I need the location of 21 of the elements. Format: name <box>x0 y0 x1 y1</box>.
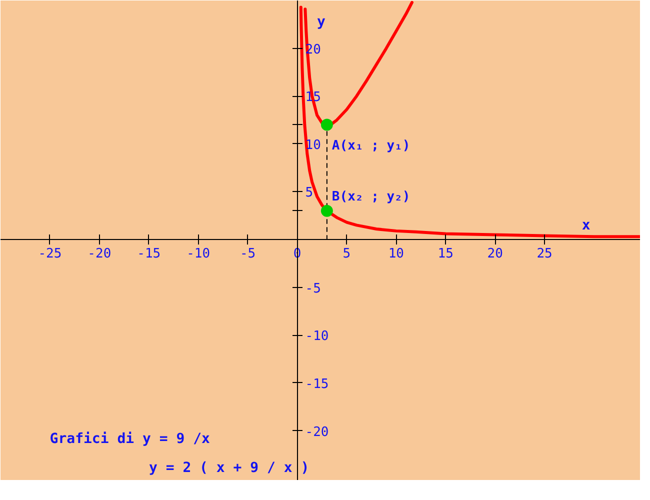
y-tick-label: -15 <box>305 376 329 392</box>
y-tick-label: -5 <box>305 281 321 296</box>
x-tick-label: -25 <box>38 246 62 262</box>
x-tick-label: 15 <box>438 246 454 262</box>
y-tick-label: -10 <box>305 329 329 344</box>
x-tick-label: 25 <box>536 246 552 262</box>
annotation: Grafici di y = 9 /x <box>50 431 210 448</box>
x-tick-label: 10 <box>388 246 404 262</box>
annotation: A(x₁ ; y₁) <box>332 138 410 154</box>
x-tick-label: -10 <box>186 246 210 262</box>
x-tick-label: 5 <box>342 246 351 262</box>
x-tick-label: -5 <box>240 246 256 262</box>
annotation: y = 2 ( x + 9 / x ) <box>148 460 310 476</box>
y-tick-label: 5 <box>305 186 314 201</box>
x-tick-label: -15 <box>137 246 161 262</box>
annotation: B(x₂ ; y₂) <box>332 189 410 204</box>
x-tick-label: -20 <box>88 246 112 262</box>
y-tick-label: -20 <box>305 424 329 440</box>
x-axis-title: x <box>582 218 591 234</box>
y-axis-title: y <box>317 14 326 30</box>
x-tick-label: 20 <box>487 246 503 262</box>
